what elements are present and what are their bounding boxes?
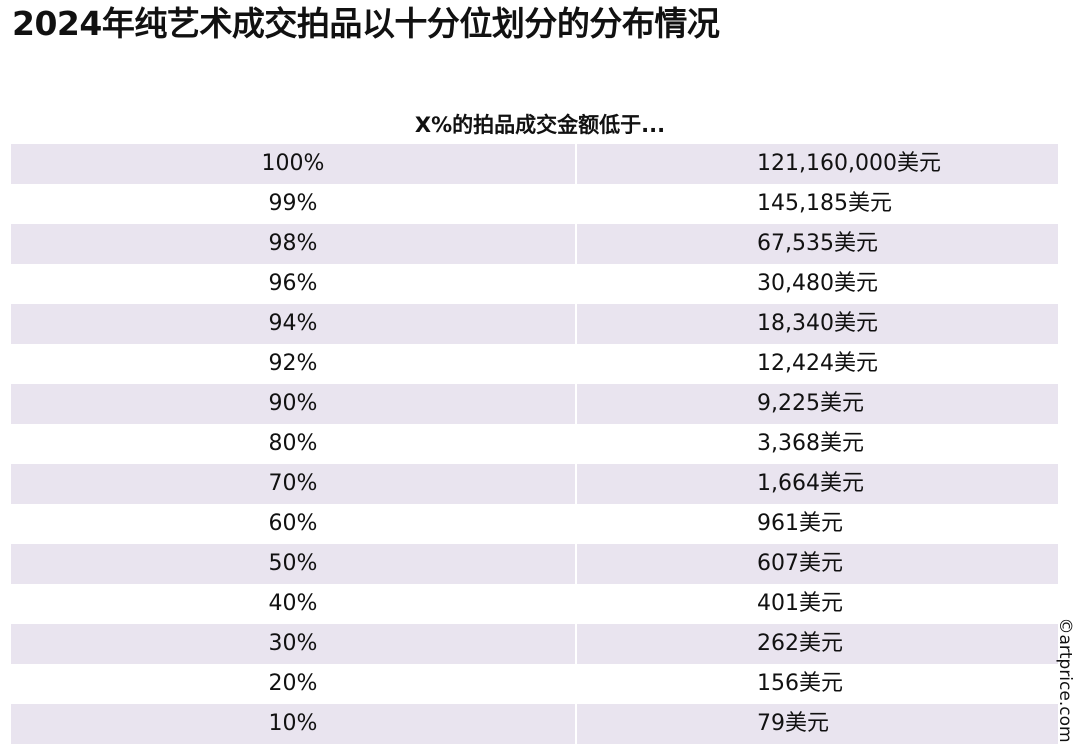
table-row: 98% 67,535美元 bbox=[11, 224, 1058, 264]
percentile-cell: 40% bbox=[11, 584, 577, 624]
percentile-cell: 30% bbox=[11, 624, 577, 664]
price-cell: 1,664美元 bbox=[757, 471, 864, 496]
percentile-cell: 94% bbox=[11, 304, 577, 344]
distribution-table: 100% 121,160,000美元 99% 145,185美元 98% 67,… bbox=[11, 144, 1058, 744]
table-row: 40% 401美元 bbox=[11, 584, 1058, 624]
table-row: 50% 607美元 bbox=[11, 544, 1058, 584]
table-row: 30% 262美元 bbox=[11, 624, 1058, 664]
percentile-cell: 99% bbox=[11, 184, 577, 224]
price-cell: 121,160,000美元 bbox=[757, 151, 941, 176]
percentile-cell: 98% bbox=[11, 224, 577, 264]
price-cell: 79美元 bbox=[757, 711, 829, 736]
price-cell: 12,424美元 bbox=[757, 351, 878, 376]
price-cell: 145,185美元 bbox=[757, 191, 892, 216]
table-row: 90% 9,225美元 bbox=[11, 384, 1058, 424]
table-subtitle: X%的拍品成交金额低于... bbox=[414, 113, 666, 137]
table-row: 92% 12,424美元 bbox=[11, 344, 1058, 384]
price-cell: 607美元 bbox=[757, 551, 843, 576]
price-cell: 9,225美元 bbox=[757, 391, 864, 416]
table-row: 20% 156美元 bbox=[11, 664, 1058, 704]
percentile-cell: 60% bbox=[11, 504, 577, 544]
table-row: 99% 145,185美元 bbox=[11, 184, 1058, 224]
table-row: 70% 1,664美元 bbox=[11, 464, 1058, 504]
percentile-cell: 90% bbox=[11, 384, 577, 424]
percentile-cell: 100% bbox=[11, 144, 577, 184]
price-cell: 156美元 bbox=[757, 671, 843, 696]
percentile-cell: 70% bbox=[11, 464, 577, 504]
price-cell: 67,535美元 bbox=[757, 231, 878, 256]
price-cell: 30,480美元 bbox=[757, 271, 878, 296]
copyright-watermark: ©artprice.com bbox=[1053, 615, 1077, 745]
percentile-cell: 20% bbox=[11, 664, 577, 704]
percentile-cell: 50% bbox=[11, 544, 577, 584]
price-cell: 401美元 bbox=[757, 591, 843, 616]
watermark-text: ©artprice.com bbox=[1055, 617, 1075, 743]
percentile-cell: 10% bbox=[11, 704, 577, 744]
table-row: 10% 79美元 bbox=[11, 704, 1058, 744]
percentile-cell: 96% bbox=[11, 264, 577, 304]
price-cell: 961美元 bbox=[757, 511, 843, 536]
percentile-cell: 80% bbox=[11, 424, 577, 464]
table-row: 96% 30,480美元 bbox=[11, 264, 1058, 304]
table-row: 100% 121,160,000美元 bbox=[11, 144, 1058, 184]
percentile-cell: 92% bbox=[11, 344, 577, 384]
table-row: 60% 961美元 bbox=[11, 504, 1058, 544]
price-cell: 3,368美元 bbox=[757, 431, 864, 456]
table-row: 80% 3,368美元 bbox=[11, 424, 1058, 464]
table-row: 94% 18,340美元 bbox=[11, 304, 1058, 344]
price-cell: 262美元 bbox=[757, 631, 843, 656]
price-cell: 18,340美元 bbox=[757, 311, 878, 336]
page-title: 2024年纯艺术成交拍品以十分位划分的分布情况 bbox=[12, 4, 720, 43]
